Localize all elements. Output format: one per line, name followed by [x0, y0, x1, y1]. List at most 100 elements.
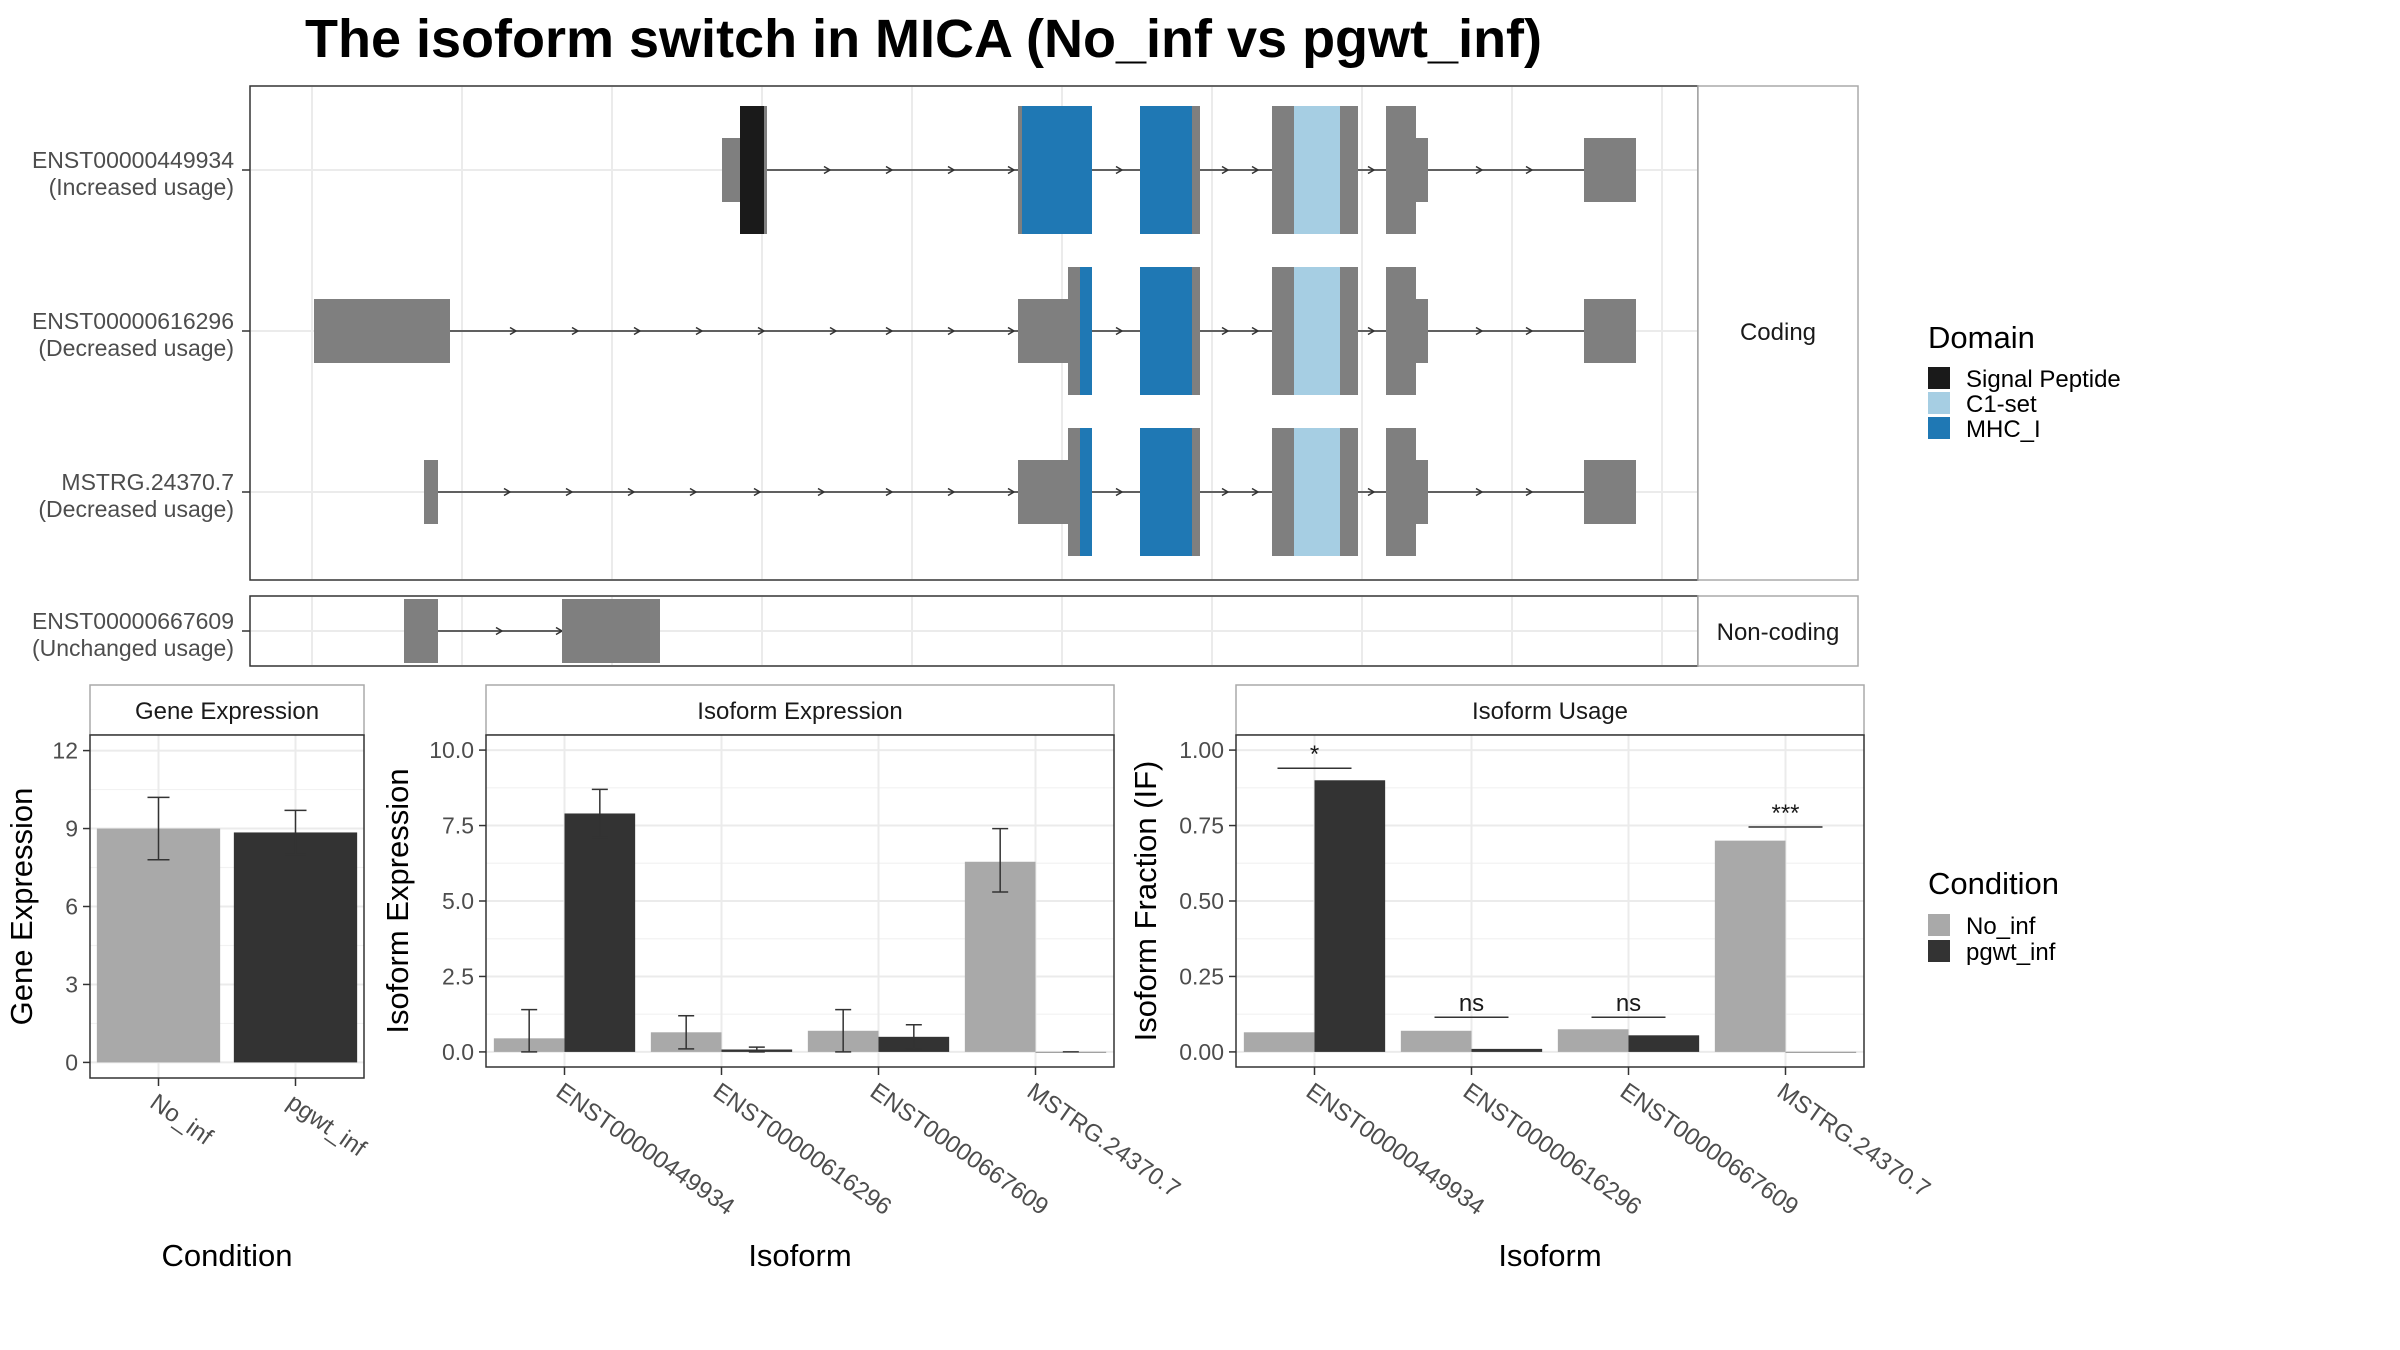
intron-arrow — [823, 165, 832, 175]
y-tick-label: 0.00 — [1179, 1039, 1224, 1065]
transcript-id-label: MSTRG.24370.7 — [61, 469, 234, 495]
exon-utr — [1416, 138, 1428, 202]
chart-strip — [485, 684, 1115, 736]
intron-arrow — [1251, 326, 1260, 336]
y-tick-label: 10.0 — [429, 737, 474, 763]
exon-domain-mhc-i — [1140, 267, 1192, 395]
exon-utr — [424, 460, 438, 524]
intron-arrow — [829, 326, 838, 336]
legend-label-no-inf: No_inf — [1966, 913, 2036, 940]
plot-border — [485, 734, 1115, 1068]
exon-utr — [1584, 299, 1636, 363]
error-bar — [521, 1008, 538, 1053]
exon-utr — [1018, 299, 1068, 363]
intron-arrow — [1115, 165, 1124, 175]
y-axis-title: Isoform Fraction (IF) — [1128, 761, 1163, 1042]
intron-arrow — [509, 326, 518, 336]
plot-border — [89, 734, 365, 1079]
intron-arrow — [817, 487, 826, 497]
exon-cds — [1386, 106, 1416, 234]
intron-arrow — [1221, 165, 1230, 175]
legend-key-pgwt-inf — [1928, 940, 1950, 962]
y-axis-title: Isoform Expression — [380, 768, 415, 1033]
intron-arrow — [1367, 326, 1376, 336]
exon-domain-c1-set — [1294, 428, 1340, 556]
x-axis-title: Isoform — [748, 1238, 851, 1273]
exon-cds — [1192, 106, 1200, 234]
x-tick-label: No_inf — [145, 1089, 218, 1151]
legend-key-c1-set — [1928, 392, 1950, 414]
facet-strip-coding — [1697, 85, 1859, 581]
isoform-usage-chart: Isoform Usage 0.00 0.25 0.50 0.75 1.00 * ns ns **… — [1128, 684, 1935, 1273]
transcript-usage-label: (Decreased usage) — [38, 335, 234, 361]
exon-utr — [1584, 460, 1636, 524]
y-tick-label: 0.0 — [442, 1039, 474, 1065]
y-axis-title: Gene Expression — [4, 788, 39, 1026]
exon-cds — [1068, 267, 1080, 395]
exon-utr — [722, 138, 740, 202]
intron-arrow — [1007, 165, 1016, 175]
exon-domain-c1-set — [1294, 267, 1340, 395]
intron-arrow — [1525, 326, 1534, 336]
y-tick-label: 5.0 — [442, 888, 474, 914]
y-tick-label: 0.50 — [1179, 888, 1224, 914]
intron-arrow — [1007, 487, 1016, 497]
legend-label-c1-set: C1-set — [1966, 391, 2037, 418]
legend-label-pgwt-inf: pgwt_inf — [1966, 939, 2056, 966]
x-tick-label: pgwt_inf — [282, 1089, 371, 1163]
transcript-usage-label: (Increased usage) — [49, 174, 234, 200]
exon-noncoding — [404, 599, 438, 663]
significance-label: ns — [1459, 990, 1484, 1017]
legend-key-no-inf — [1928, 914, 1950, 936]
bar — [233, 832, 358, 1063]
intron-arrow — [1367, 487, 1376, 497]
error-bar — [678, 1014, 695, 1050]
domain-legend: Domain Signal Peptide C1-set MHC_I — [1928, 320, 2121, 443]
intron-arrow — [753, 487, 762, 497]
transcript-id-label: ENST00000449934 — [32, 147, 234, 173]
bar — [1628, 1035, 1700, 1052]
exon-cds — [1340, 106, 1358, 234]
y-tick-label: 0.25 — [1179, 963, 1224, 989]
significance-label: ns — [1616, 990, 1641, 1017]
exon-domain-c1-set — [1294, 106, 1340, 234]
y-tick-label: 0.75 — [1179, 813, 1224, 839]
intron-arrow — [757, 326, 766, 336]
exon-utr — [1018, 460, 1068, 524]
y-tick-label: 7.5 — [442, 813, 474, 839]
exon-domain-mhc-i — [1080, 267, 1092, 395]
transcript-usage-label: (Unchanged usage) — [32, 635, 234, 661]
intron-arrow — [1007, 326, 1016, 336]
bar — [1243, 1032, 1315, 1052]
error-bar — [284, 809, 307, 856]
y-tick-label: 12 — [52, 738, 78, 764]
exon-cds — [1018, 106, 1022, 234]
legend-key-mhc-i — [1928, 417, 1950, 439]
chart-title: Isoform Expression — [697, 698, 902, 725]
exon-domain-mhc-i — [1140, 428, 1192, 556]
y-tick-label: 2.5 — [442, 963, 474, 989]
y-tick-label: 1.00 — [1179, 737, 1224, 763]
transcript-id-label: ENST00000667609 — [32, 608, 234, 634]
exon-utr — [314, 299, 450, 363]
plot-border — [1235, 734, 1865, 1068]
intron-arrow — [695, 326, 704, 336]
bar — [1557, 1029, 1629, 1052]
intron-arrow — [1251, 487, 1260, 497]
chart-title: Gene Expression — [135, 698, 319, 725]
chart-title: Isoform Usage — [1472, 698, 1628, 725]
exon-utr — [1584, 138, 1636, 202]
facet-strip-noncoding — [1697, 595, 1859, 667]
exon-cds — [1340, 267, 1358, 395]
chart-strip — [1235, 684, 1865, 736]
y-tick-label: 3 — [65, 971, 78, 997]
intron-arrow — [947, 487, 956, 497]
exon-cds — [1272, 267, 1294, 395]
exon-cds — [1192, 428, 1200, 556]
condition-legend-title: Condition — [1928, 866, 2059, 901]
bar — [1314, 780, 1386, 1052]
legend-label-signal-peptide: Signal Peptide — [1966, 366, 2121, 393]
exon-cds — [1068, 428, 1080, 556]
exon-cds — [1192, 267, 1200, 395]
